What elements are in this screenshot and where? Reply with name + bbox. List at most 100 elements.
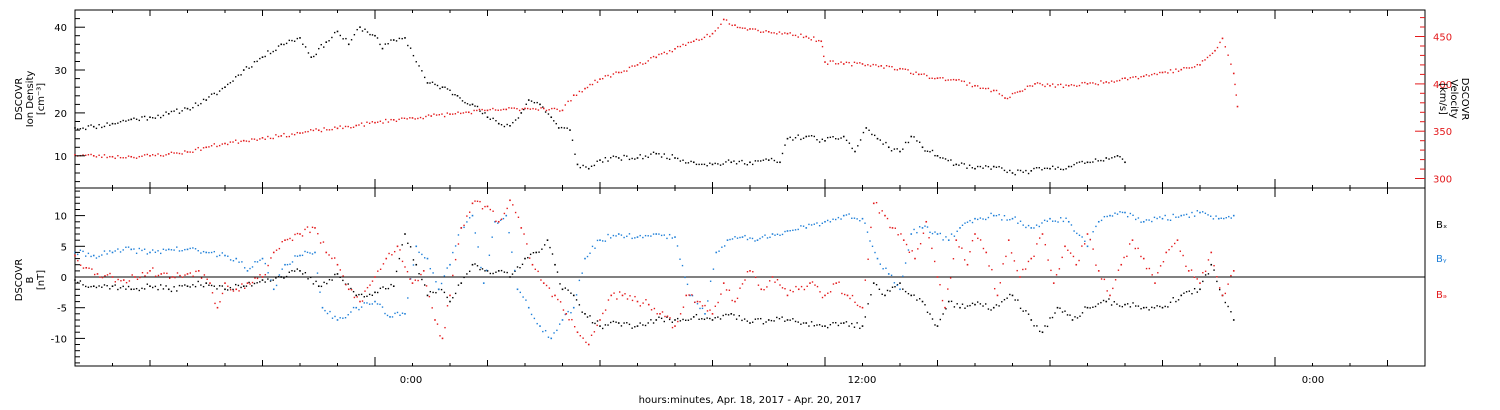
velocity-sample-56-2 bbox=[1054, 86, 1057, 88]
bx-sample-7-5 bbox=[218, 285, 221, 287]
velocity-sample-13-6 bbox=[334, 126, 336, 128]
velocity-sample-30-5 bbox=[631, 65, 633, 67]
by-sample-77-2 bbox=[1223, 217, 1225, 220]
by-sample-34-2 bbox=[556, 329, 558, 332]
velocity-sample-4-4 bbox=[160, 154, 162, 157]
density-point-65 bbox=[1049, 167, 1051, 170]
bx-sample-47-3 bbox=[832, 322, 834, 324]
velocity-sample-9-4 bbox=[253, 138, 256, 140]
density-sample-64-1 bbox=[1033, 167, 1035, 170]
by-sample-53-1 bbox=[845, 214, 848, 216]
velocity-sample-0-4 bbox=[85, 154, 87, 157]
bz-sample-99-2 bbox=[1227, 283, 1229, 285]
density-point-55 bbox=[887, 146, 890, 149]
bx-sample-73-1 bbox=[1224, 301, 1227, 304]
by-sample-37-4 bbox=[594, 247, 596, 249]
bz-sample-80-1 bbox=[1010, 252, 1013, 254]
by-sample-55-2 bbox=[882, 268, 884, 270]
by-sample-17-3 bbox=[344, 317, 347, 319]
bz-point-84 bbox=[1052, 282, 1055, 284]
by-sample-49-5 bbox=[784, 230, 786, 233]
bz-sample-19-4 bbox=[309, 231, 311, 234]
density-sample-9-5 bbox=[256, 60, 258, 63]
bx-sample-14-6 bbox=[352, 290, 355, 293]
bz-sample-20-3 bbox=[322, 241, 325, 243]
by-sample-5-1 bbox=[170, 249, 173, 251]
by-sample-37-3 bbox=[591, 245, 594, 248]
bz-sample-24-2 bbox=[364, 290, 366, 292]
bz-sample-74-1 bbox=[947, 288, 949, 290]
bz-sample-56-2 bbox=[739, 287, 741, 289]
bz-sample-53-3 bbox=[704, 304, 706, 307]
velocity-sample-11-6 bbox=[296, 131, 299, 134]
velocity-sample-57-5 bbox=[1081, 82, 1083, 84]
by-sample-17-5 bbox=[350, 311, 352, 313]
density-sample-40-1 bbox=[658, 153, 660, 155]
velocity-sample-45-2 bbox=[867, 64, 869, 66]
density-sample-66-5 bbox=[1081, 160, 1083, 163]
velocity-sample-49-4 bbox=[947, 79, 949, 81]
bx-sample-12-2 bbox=[304, 271, 307, 274]
by-sample-8-2 bbox=[229, 259, 232, 261]
velocity-sample-15-4 bbox=[366, 121, 368, 123]
velocity-sample-20-1 bbox=[451, 113, 454, 115]
by-sample-71-5 bbox=[1121, 211, 1124, 214]
bz-sample-54-1 bbox=[714, 305, 717, 307]
velocity-sample-34-4 bbox=[703, 36, 706, 39]
bx-point-68 bbox=[1142, 306, 1145, 309]
by-sample-7-3 bbox=[213, 250, 215, 253]
bx-sample-68-5 bbox=[1156, 305, 1158, 307]
bx-sample-69-4 bbox=[1172, 297, 1174, 299]
by-sample-15-2 bbox=[319, 291, 321, 293]
density-sample-14-1 bbox=[328, 40, 330, 42]
bx-sample-62-5 bbox=[1054, 312, 1056, 314]
velocity-point-56 bbox=[1049, 84, 1051, 87]
bx-sample-61-2 bbox=[1036, 325, 1038, 327]
velocity-sample-22-1 bbox=[489, 108, 491, 111]
velocity-point-8 bbox=[224, 142, 226, 145]
by-sample-57-1 bbox=[902, 275, 904, 277]
bz-sample-16-2 bbox=[267, 264, 269, 267]
density-sample-56-2 bbox=[904, 141, 907, 144]
density-sample-63-2 bbox=[1017, 169, 1019, 171]
velocity-sample-15-3 bbox=[363, 125, 365, 127]
bx-sample-55-3 bbox=[945, 308, 947, 310]
bx-point-70 bbox=[1180, 294, 1183, 297]
velocity-point-2 bbox=[111, 155, 114, 158]
bx-sample-13-6 bbox=[334, 273, 336, 276]
bz-point-19 bbox=[299, 233, 301, 235]
velocity-sample-62-5 bbox=[1175, 68, 1177, 70]
velocity-sample-23-3 bbox=[513, 107, 515, 109]
by-sample-54-5 bbox=[874, 251, 876, 254]
velocity-sample-57-1 bbox=[1070, 84, 1073, 86]
bz-sample-88-1 bbox=[1100, 278, 1103, 280]
density-sample-40-4 bbox=[666, 157, 668, 160]
velocity-sample-38-6 bbox=[765, 30, 767, 32]
density-sample-0-2 bbox=[79, 128, 82, 130]
bz-sample-65-5 bbox=[859, 305, 861, 308]
density-sample-3-1 bbox=[133, 117, 135, 119]
bx-sample-58-5 bbox=[987, 308, 990, 310]
bz-sample-24-1 bbox=[361, 300, 364, 302]
bx-sample-61-3 bbox=[1038, 330, 1041, 333]
velocity-sample-31-3 bbox=[644, 62, 647, 65]
by-point-72 bbox=[1124, 211, 1126, 214]
bx-point-42 bbox=[730, 313, 733, 315]
velocity-sample-52-1 bbox=[995, 89, 998, 92]
by-sample-20-4 bbox=[399, 314, 401, 316]
bz-sample-15-1 bbox=[249, 283, 251, 285]
bx-sample-34-1 bbox=[586, 316, 589, 318]
density-point-17 bbox=[359, 26, 361, 28]
density-sample-38-2 bbox=[623, 154, 625, 157]
density-sample-2-3 bbox=[119, 121, 122, 123]
bz-sample-85-3 bbox=[1072, 255, 1075, 258]
by-sample-26-1 bbox=[463, 226, 465, 229]
bx-point-59 bbox=[992, 306, 995, 309]
by-sample-40-4 bbox=[647, 235, 649, 237]
velocity-sample-40-1 bbox=[789, 32, 791, 34]
density-point-10 bbox=[261, 56, 264, 58]
bx-sample-47-6 bbox=[840, 322, 842, 324]
bz-sample-53-1 bbox=[699, 301, 701, 303]
density-sample-48-5 bbox=[800, 138, 802, 141]
bz-sample-14-3 bbox=[243, 287, 246, 289]
